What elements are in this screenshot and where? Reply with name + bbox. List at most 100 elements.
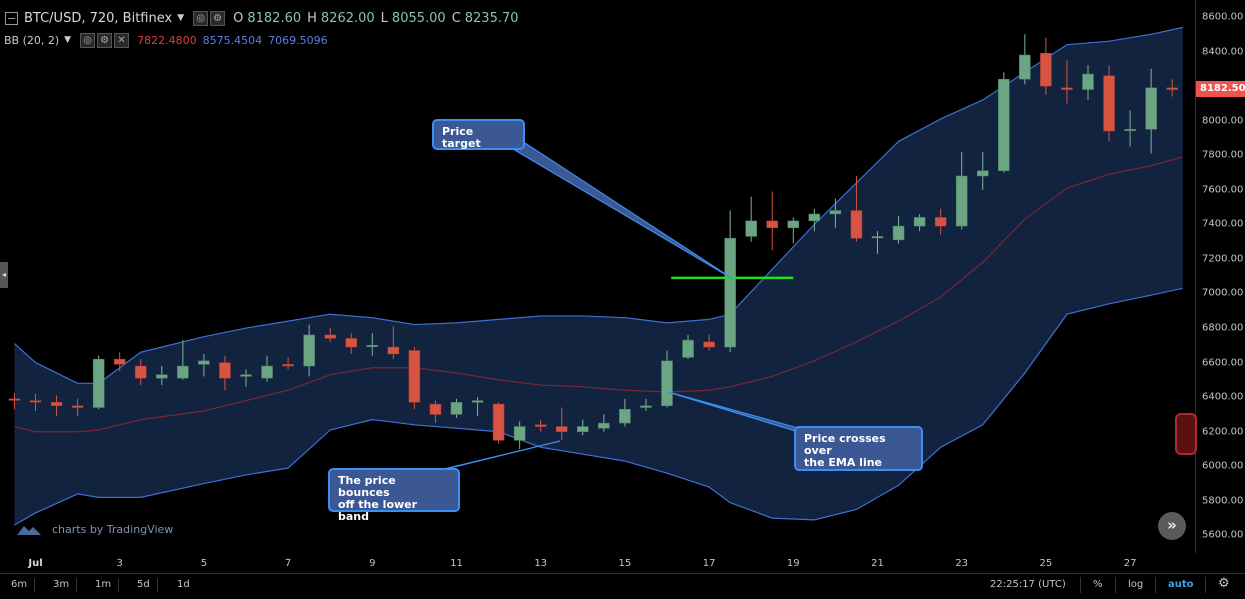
candle-up bbox=[787, 220, 800, 229]
candle-down bbox=[50, 402, 63, 407]
candle-up bbox=[640, 405, 652, 408]
timeframe-3m[interactable]: 3m bbox=[46, 578, 78, 592]
candle-down bbox=[8, 398, 21, 401]
close-icon[interactable]: ✕ bbox=[114, 32, 130, 48]
watermark-text: charts by TradingView bbox=[52, 522, 174, 536]
auto-toggle[interactable]: auto bbox=[1168, 579, 1194, 590]
gear-icon[interactable]: ⚙ bbox=[1218, 576, 1230, 591]
collapse-left-icon[interactable]: ◂ bbox=[0, 262, 8, 288]
candle-up bbox=[261, 365, 273, 379]
candle-down bbox=[492, 403, 505, 441]
candle-up bbox=[513, 426, 526, 441]
candle-down bbox=[1040, 53, 1052, 87]
candle-up bbox=[303, 334, 315, 367]
candle-up bbox=[871, 236, 884, 239]
candle-up bbox=[1019, 54, 1031, 80]
bb-label[interactable]: BB (20, 2) bbox=[4, 33, 60, 47]
candle-up bbox=[1082, 73, 1094, 90]
candle-down bbox=[556, 426, 568, 432]
y-tick-label: 5600.00 bbox=[1202, 529, 1244, 541]
x-tick-label: 13 bbox=[534, 558, 548, 569]
y-tick-label: 8000.00 bbox=[1202, 115, 1244, 127]
candle-up bbox=[808, 213, 821, 222]
y-tick-label: 7800.00 bbox=[1202, 149, 1244, 161]
y-tick-label: 7200.00 bbox=[1202, 253, 1244, 265]
x-tick-label: 15 bbox=[618, 558, 632, 569]
log-toggle[interactable]: log bbox=[1128, 579, 1144, 590]
candle-up bbox=[955, 175, 968, 227]
tradingview-watermark[interactable]: charts by TradingView bbox=[16, 522, 173, 536]
timeframe-1m[interactable]: 1m bbox=[88, 578, 120, 592]
candle-up bbox=[829, 210, 842, 215]
candle-down bbox=[219, 362, 231, 379]
eye-icon[interactable]: ◎ bbox=[193, 10, 209, 26]
candle-down bbox=[345, 338, 357, 348]
y-tick-label: 8600.00 bbox=[1202, 11, 1244, 23]
timeframe-6m[interactable]: 6m bbox=[4, 578, 36, 592]
bb-middle-value: 7822.4800 bbox=[137, 33, 197, 47]
x-tick-label: 25 bbox=[1039, 558, 1053, 569]
candle-down bbox=[1061, 87, 1073, 90]
scroll-to-realtime-button[interactable]: » bbox=[1158, 512, 1186, 540]
candle-up bbox=[92, 358, 105, 408]
y-tick-label: 6800.00 bbox=[1202, 322, 1244, 334]
x-tick-label: 19 bbox=[786, 558, 800, 569]
gear-icon[interactable]: ⚙ bbox=[210, 10, 226, 26]
candle-down bbox=[850, 210, 863, 239]
tradingview-logo-icon bbox=[17, 526, 41, 535]
candle-down bbox=[429, 403, 442, 415]
eye-icon[interactable]: ◎ bbox=[80, 32, 96, 48]
open-value: 8182.60 bbox=[247, 10, 302, 26]
separator bbox=[1115, 577, 1116, 593]
candle-up bbox=[1124, 129, 1136, 132]
callout-lower-band-bounce: The price bounces off the lower band bbox=[328, 468, 460, 523]
chevron-down-icon[interactable]: ▼ bbox=[64, 35, 72, 45]
candle-down bbox=[71, 405, 84, 408]
percent-toggle[interactable]: % bbox=[1093, 579, 1103, 590]
price-axis[interactable] bbox=[1195, 0, 1245, 553]
y-tick-label: 6200.00 bbox=[1202, 426, 1244, 438]
high-value: 8262.00 bbox=[320, 10, 375, 26]
candle-up bbox=[177, 365, 189, 379]
low-label: L bbox=[380, 10, 388, 26]
bb-upper-value: 8575.4504 bbox=[202, 33, 263, 47]
bottom-toolbar: 6m 3m 1m 5d 1d 22:25:17 (UTC) % log auto… bbox=[0, 573, 1245, 599]
symbol-title[interactable]: BTC/USD, 720, Bitfinex bbox=[24, 10, 173, 26]
candle-up bbox=[198, 360, 210, 365]
candle-down bbox=[534, 424, 547, 427]
bollinger-band-fill bbox=[14, 27, 1183, 526]
y-tick-label: 7400.00 bbox=[1202, 218, 1244, 230]
x-tick-label: 21 bbox=[871, 558, 884, 569]
high-label: H bbox=[307, 10, 317, 26]
candle-up bbox=[745, 220, 757, 237]
chevron-down-icon[interactable]: ▼ bbox=[177, 13, 185, 23]
y-tick-label: 6600.00 bbox=[1202, 357, 1244, 369]
gear-icon[interactable]: ⚙ bbox=[97, 32, 113, 48]
candle-up bbox=[366, 345, 379, 348]
candle-down bbox=[1103, 75, 1115, 132]
separator bbox=[1080, 577, 1081, 593]
utc-clock[interactable]: 22:25:17 (UTC) bbox=[990, 579, 1066, 590]
candle-down bbox=[324, 334, 336, 339]
candle-down bbox=[387, 346, 400, 355]
callout-price-target: Price target bbox=[432, 119, 525, 150]
candle-up bbox=[1145, 87, 1157, 130]
collapse-legend-icon[interactable] bbox=[5, 11, 18, 25]
candle-up bbox=[240, 374, 252, 377]
y-tick-label: 6400.00 bbox=[1202, 391, 1244, 403]
candle-down bbox=[113, 358, 126, 365]
close-value: 8235.70 bbox=[464, 10, 519, 26]
x-tick-label: 23 bbox=[955, 558, 969, 569]
candle-up bbox=[682, 339, 694, 358]
y-tick-label: 8400.00 bbox=[1202, 46, 1244, 58]
candle-up bbox=[892, 225, 905, 241]
timeframe-1d[interactable]: 1d bbox=[177, 579, 190, 590]
x-tick-label: 3 bbox=[116, 558, 123, 569]
bollinger-upper-line bbox=[14, 26, 1183, 384]
last-price-tag: 8182.50 bbox=[1196, 81, 1245, 98]
separator bbox=[1155, 577, 1156, 593]
timeframe-5d[interactable]: 5d bbox=[130, 578, 158, 592]
candle-up bbox=[156, 374, 168, 379]
indicator-header: BB (20, 2) ▼ ◎ ⚙ ✕ 7822.4800 8575.4504 7… bbox=[0, 30, 328, 50]
